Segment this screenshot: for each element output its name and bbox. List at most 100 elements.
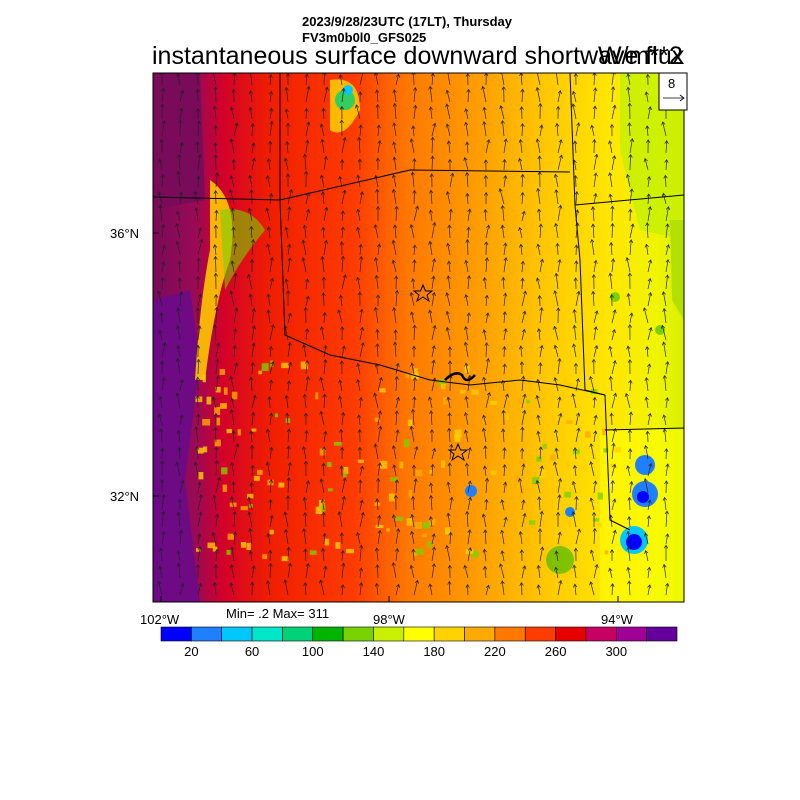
convective-cell bbox=[388, 493, 395, 502]
wind-vector-arrow bbox=[608, 272, 613, 290]
wind-vector-arrow bbox=[500, 204, 505, 222]
wind-vector-arrow bbox=[302, 528, 307, 545]
wind-vector-arrow bbox=[391, 239, 397, 256]
convective-cell bbox=[343, 471, 347, 478]
colorbar-swatch bbox=[251, 626, 283, 642]
wind-vector-arrow bbox=[197, 481, 202, 494]
wind-vector-arrow bbox=[339, 532, 344, 545]
wind-vector-arrow bbox=[213, 564, 218, 579]
wind-vector-arrow bbox=[626, 566, 631, 579]
wind-vector-arrow bbox=[161, 377, 166, 392]
wind-vector-arrow bbox=[484, 294, 489, 307]
wind-vector-arrow bbox=[175, 240, 181, 256]
wind-vector-arrow bbox=[409, 425, 415, 443]
wind-vector-arrow bbox=[521, 565, 527, 579]
wind-vector-arrow bbox=[392, 464, 397, 477]
wind-vector-arrow bbox=[644, 376, 649, 392]
wind-vector-arrow bbox=[447, 224, 452, 239]
wind-vector-arrow bbox=[286, 380, 291, 392]
convective-cell bbox=[422, 523, 430, 529]
convective-cell bbox=[206, 396, 212, 405]
convective-cell bbox=[567, 520, 572, 527]
wind-vector-arrow bbox=[213, 190, 218, 205]
wind-vector-arrow bbox=[503, 393, 509, 409]
wind-vector-arrow bbox=[629, 138, 635, 154]
wind-vector-arrow bbox=[177, 260, 182, 273]
wind-vector-arrow bbox=[663, 174, 668, 188]
wind-vector-arrow bbox=[213, 293, 219, 307]
colorbar-swatch bbox=[191, 626, 223, 642]
convective-cell bbox=[227, 533, 234, 540]
wind-vector-arrow bbox=[411, 495, 416, 511]
wind-vector-arrow bbox=[215, 342, 221, 358]
wind-vector-arrow bbox=[358, 396, 363, 409]
wind-vector-arrow bbox=[161, 342, 167, 358]
wind-vector-arrow bbox=[356, 362, 361, 375]
convective-cell bbox=[593, 518, 600, 522]
wind-vector-arrow bbox=[302, 496, 307, 511]
wind-vector-arrow bbox=[320, 191, 326, 205]
wind-vector-arrow bbox=[358, 479, 363, 494]
wind-vector-arrow bbox=[521, 512, 527, 528]
wind-vector-arrow bbox=[228, 189, 235, 205]
convective-cell bbox=[471, 389, 479, 395]
colorbar-swatch bbox=[555, 626, 587, 642]
wind-vector-arrow bbox=[647, 106, 653, 120]
convective-cell bbox=[278, 482, 285, 488]
wind-vector-arrow bbox=[572, 464, 578, 477]
wind-vector-arrow bbox=[341, 189, 347, 205]
convective-cell bbox=[215, 386, 221, 393]
wind-vector-arrow bbox=[571, 103, 577, 120]
wind-vector-arrow bbox=[358, 243, 363, 256]
wind-vector-arrow bbox=[481, 427, 487, 443]
wind-vector-arrow bbox=[249, 376, 254, 392]
convective-cell bbox=[493, 549, 501, 555]
wind-vector-arrow bbox=[661, 192, 667, 205]
wind-vector-arrow bbox=[554, 222, 559, 239]
units-label: W/m**2 bbox=[598, 42, 683, 70]
wind-vector-arrow bbox=[160, 460, 165, 477]
wind-vector-arrow bbox=[665, 360, 670, 375]
wind-vector-arrow bbox=[229, 175, 235, 188]
wind-vector-arrow bbox=[269, 360, 275, 375]
wind-vector-arrow bbox=[375, 328, 380, 341]
wind-vector-arrow bbox=[394, 205, 399, 222]
wind-vector-arrow bbox=[356, 226, 361, 239]
wind-vector-arrow bbox=[377, 514, 382, 528]
wind-vector-arrow bbox=[211, 73, 217, 86]
wind-vector-arrow bbox=[179, 379, 184, 392]
wind-vector-arrow bbox=[557, 154, 564, 171]
wind-vector-arrow bbox=[356, 531, 361, 545]
wind-vector-arrow bbox=[611, 329, 616, 341]
wind-vector-arrow bbox=[179, 583, 185, 596]
colorbar-tick-label: 140 bbox=[363, 644, 385, 659]
wind-vector-arrow bbox=[484, 257, 489, 273]
wind-vector-arrow bbox=[160, 87, 166, 103]
wind-vector-arrow bbox=[338, 395, 343, 409]
wind-vector-arrow bbox=[304, 328, 310, 341]
wind-vector-arrow bbox=[268, 499, 273, 511]
wind-vector-arrow bbox=[338, 294, 344, 307]
wind-vector-arrow bbox=[250, 411, 256, 426]
wind-vector-arrow bbox=[500, 580, 505, 596]
colorbar-swatch bbox=[342, 626, 374, 642]
convective-cell bbox=[202, 418, 211, 426]
wind-vector-arrow bbox=[662, 563, 667, 579]
wind-vector-arrow bbox=[628, 153, 633, 171]
wind-vector-arrow bbox=[557, 579, 563, 596]
convective-cell bbox=[414, 521, 422, 530]
wind-vector-arrow bbox=[428, 309, 433, 324]
wind-vector-arrow bbox=[647, 291, 653, 307]
wind-vector-arrow bbox=[197, 582, 203, 596]
wind-vector-arrow bbox=[538, 362, 543, 375]
map-frame bbox=[152, 72, 685, 603]
convective-cell bbox=[328, 488, 333, 492]
wind-vector-arrow bbox=[535, 479, 541, 494]
wind-vector-arrow bbox=[412, 324, 417, 341]
wind-vector-arrow bbox=[626, 345, 631, 358]
wind-vector-arrow bbox=[373, 392, 379, 409]
wind-vector-arrow bbox=[178, 529, 183, 545]
wind-vector-arrow bbox=[305, 121, 311, 137]
wind-vector-arrow bbox=[466, 275, 472, 290]
wind-vector-arrow bbox=[319, 376, 325, 392]
